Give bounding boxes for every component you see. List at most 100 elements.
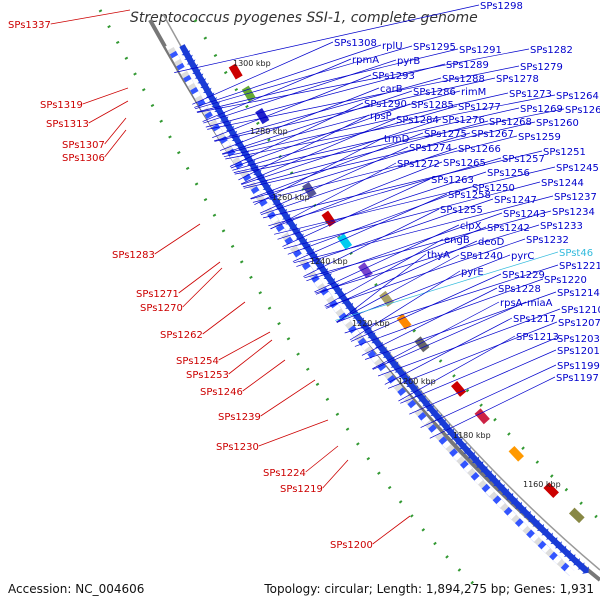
- right-connector: [205, 63, 446, 128]
- left-connector: [218, 331, 271, 361]
- left-connector: [178, 261, 221, 294]
- right-connector: [349, 270, 461, 341]
- right-gene-label: SPs1288: [442, 74, 485, 85]
- right-gene-label: thyA: [427, 250, 450, 261]
- left-connector: [372, 515, 411, 545]
- ruler-tick-label: 1220 kbp: [352, 319, 390, 328]
- right-gene-label: SPs1268: [489, 117, 532, 128]
- right-gene-label: SPs1277: [458, 102, 501, 113]
- ruler-tick-label: 1200 kbp: [398, 377, 436, 386]
- right-gene-label: SPs1217: [513, 314, 556, 325]
- right-connector: [409, 349, 557, 415]
- left-gene-label: SPs1224: [263, 468, 306, 479]
- right-gene-label: SPs1199: [557, 361, 600, 372]
- right-connector: [336, 253, 427, 323]
- right-gene-label: SPs1229: [502, 270, 545, 281]
- right-gene-label: SPs1266: [458, 144, 501, 155]
- left-gene-label: SPs1319: [40, 100, 83, 111]
- right-gene-label: SPs1289: [446, 60, 489, 71]
- left-gene-label: SPs1219: [280, 484, 323, 495]
- right-connector: [350, 273, 502, 342]
- left-connector: [260, 379, 316, 417]
- left-connector: [202, 301, 246, 335]
- right-connector: [274, 166, 556, 235]
- right-connector: [222, 90, 461, 155]
- right-connector: [400, 337, 557, 404]
- right-gene-label: pyrC: [511, 251, 534, 262]
- right-connector: [293, 195, 554, 264]
- outer-feature: [568, 507, 585, 524]
- left-gene-label: SPs1307: [62, 140, 105, 151]
- right-gene-label: SPs1197: [556, 373, 599, 384]
- right-connector: [260, 147, 458, 216]
- right-connector: [336, 254, 460, 323]
- right-gene-label: SPs1298: [480, 1, 523, 12]
- right-gene-label: rpsP: [370, 111, 392, 122]
- right-gene-label: SPs1308: [334, 38, 377, 49]
- right-connector: [270, 161, 443, 230]
- right-gene-label: SPs1260: [536, 118, 579, 129]
- right-gene-label: SPs1269: [520, 104, 563, 115]
- right-gene-label: SPs1201: [557, 346, 600, 357]
- left-connector: [104, 117, 127, 145]
- right-connector: [429, 376, 556, 439]
- left-connector: [82, 87, 129, 105]
- right-connector: [303, 208, 440, 277]
- right-gene-label: SPs1203: [557, 334, 600, 345]
- left-gene-label: SPs1306: [62, 153, 105, 164]
- right-connector: [344, 264, 559, 334]
- right-connector: [254, 137, 384, 206]
- right-gene-label: SPs1293: [372, 71, 415, 82]
- outer-feature: [474, 408, 490, 425]
- right-connector: [335, 251, 559, 321]
- right-gene-label: SPs1258: [448, 190, 491, 201]
- right-gene-label: rpmA: [352, 55, 379, 66]
- outer-feature: [358, 262, 373, 279]
- left-connector: [182, 267, 223, 308]
- outer-feature: [414, 336, 430, 353]
- left-gene-label: SPs1246: [200, 387, 243, 398]
- right-gene-label: SPs1245: [556, 163, 599, 174]
- ruler-tick-label: 1240 kbp: [310, 257, 348, 266]
- right-gene-label: pyrB: [397, 56, 420, 67]
- outer-feature: [543, 482, 559, 498]
- right-gene-label: SPs1221: [559, 261, 600, 272]
- tick-track-outer: [98, 9, 482, 592]
- left-gene-label: SPs1230: [216, 442, 259, 453]
- right-connector: [372, 301, 527, 370]
- left-connector: [50, 9, 131, 25]
- right-gene-label: SPs1285: [411, 100, 454, 111]
- right-gene-label: pyrE: [461, 267, 484, 278]
- topology-text: Topology: circular; Length: 1,894,275 bp…: [264, 582, 594, 596]
- right-connector: [270, 162, 397, 230]
- left-connector: [228, 339, 273, 375]
- right-connector: [214, 77, 442, 142]
- right-connector: [229, 102, 364, 167]
- left-connector: [322, 459, 349, 489]
- right-connector: [240, 118, 396, 185]
- left-connector: [305, 445, 339, 473]
- right-gene-label: SPs1267: [471, 129, 514, 140]
- map-title: Streptococcus pyogenes SSI-1, complete g…: [130, 10, 478, 26]
- right-gene-label: SPs1282: [530, 45, 573, 56]
- right-gene-label: SPs1251: [543, 147, 586, 158]
- right-gene-label: SPs1213: [516, 332, 559, 343]
- ruler-tick-label: 1280 kbp: [250, 127, 288, 136]
- right-connector: [197, 48, 530, 113]
- right-gene-label: engB: [444, 235, 470, 246]
- left-gene-label: SPs1270: [140, 303, 183, 314]
- right-gene-label: SPs1264: [556, 91, 599, 102]
- right-connector: [194, 45, 413, 110]
- right-connector: [398, 335, 516, 402]
- outer-feature: [321, 210, 337, 227]
- right-connector: [384, 317, 513, 385]
- outer-feature: [396, 313, 412, 330]
- right-gene-label: SPs1237: [554, 192, 597, 203]
- right-connector: [306, 212, 503, 282]
- right-gene-label: rpsA: [500, 298, 523, 309]
- left-gene-label: SPs1313: [46, 119, 89, 130]
- right-gene-label: SPs1274: [409, 143, 452, 154]
- right-connector: [174, 4, 480, 73]
- left-gene-label: SPs1253: [186, 370, 229, 381]
